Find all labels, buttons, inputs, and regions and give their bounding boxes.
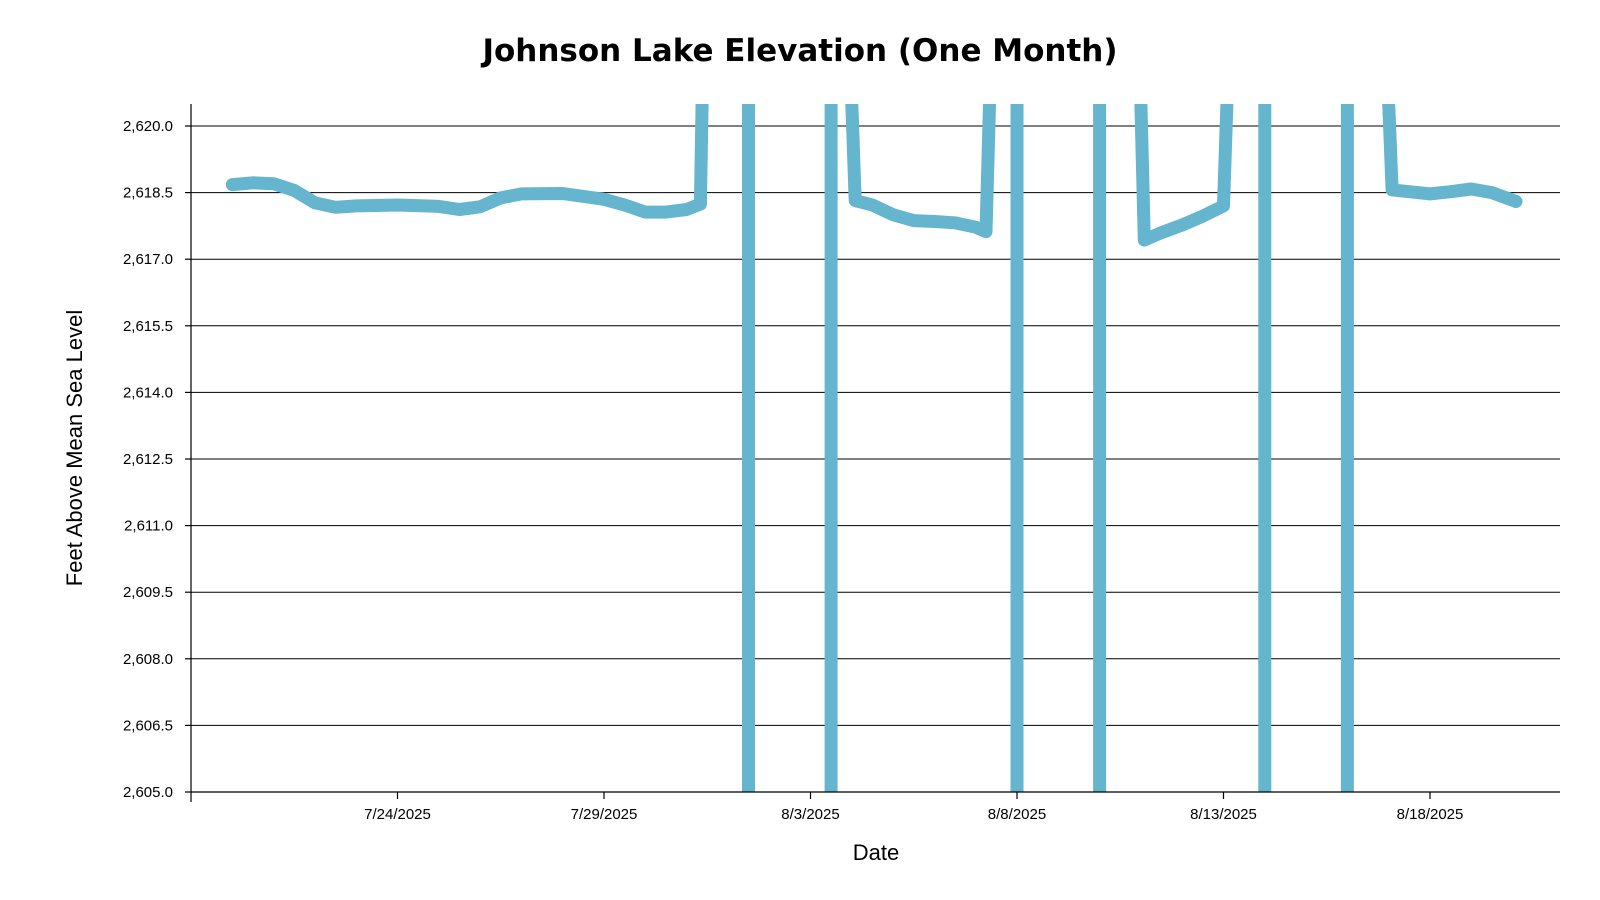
y-tick-label: 2,606.5 <box>123 717 173 734</box>
y-tick-label: 2,611.0 <box>124 518 173 535</box>
y-tick-label: 2,615.5 <box>123 318 173 335</box>
y-axis-title: Feet Above Mean Sea Level <box>62 310 87 586</box>
x-tick-label: 8/13/2025 <box>1190 806 1257 823</box>
axes <box>190 104 1560 802</box>
y-tick-label: 2,605.0 <box>123 784 173 801</box>
x-tick-label: 8/18/2025 <box>1397 806 1464 823</box>
x-tick-label: 7/24/2025 <box>364 806 431 823</box>
y-tick-label: 2,614.0 <box>123 384 173 401</box>
x-tick-label: 8/3/2025 <box>781 806 839 823</box>
x-tick-label: 8/8/2025 <box>988 806 1046 823</box>
elevation-line-segment <box>225 104 709 219</box>
gridlines <box>191 125 1560 793</box>
chart-title: Johnson Lake Elevation (One Month) <box>480 33 1117 69</box>
elevation-line-segment <box>1382 104 1523 208</box>
y-tick-label: 2,620.0 <box>123 118 173 135</box>
y-axis-ticks: 2,605.0 2,606.5 2,608.0 2,609.5 2,611.0 2,612… <box>123 118 191 801</box>
elevation-line-segment <box>1134 104 1234 247</box>
y-tick-label: 2,608.0 <box>123 651 173 668</box>
elevation-line-segment <box>845 104 996 239</box>
y-tick-label: 2,609.5 <box>123 584 173 601</box>
x-tick-label: 7/29/2025 <box>571 806 638 823</box>
x-axis-ticks: 7/24/2025 7/29/2025 8/3/2025 8/8/2025 8/13/2… <box>364 792 1463 823</box>
x-axis-title: Date <box>853 840 899 865</box>
y-tick-label: 2,617.0 <box>123 251 173 268</box>
y-tick-label: 2,618.5 <box>123 185 173 202</box>
series-layer <box>225 104 1523 792</box>
y-tick-label: 2,612.5 <box>123 451 173 468</box>
